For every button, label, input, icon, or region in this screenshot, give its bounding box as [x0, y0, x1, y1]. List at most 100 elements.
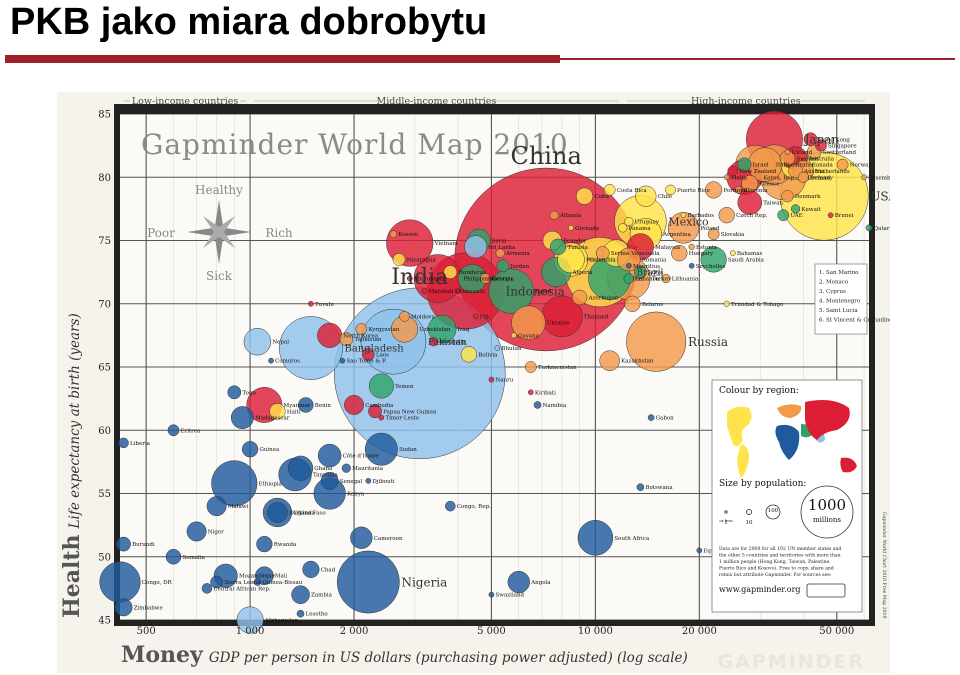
- bubble-label: Lesotho: [306, 612, 329, 618]
- bubble: [118, 437, 129, 449]
- size-legend-value: 100: [768, 508, 779, 514]
- bubble-label: Belarus: [642, 302, 664, 308]
- bubble-label: Kyrgyzstan: [368, 327, 399, 333]
- bubble-label: Venezuela: [630, 251, 660, 257]
- bubble-label: Taiwan: [763, 201, 783, 207]
- poster-title: Gapminder World Map 2010: [141, 128, 569, 161]
- bubble: [634, 265, 647, 279]
- bubble-label: Yemen: [394, 384, 414, 390]
- y-tick-label: 70: [98, 299, 111, 310]
- bubble-label: Turkmenistan: [538, 365, 577, 371]
- income-band-label: Low-income countries: [132, 96, 239, 107]
- frame-right: [869, 104, 875, 626]
- bubble-label: Timor-Leste: [385, 416, 419, 422]
- bubble: [777, 209, 790, 222]
- bubble: [688, 243, 695, 250]
- compass-south-label: Sick: [206, 269, 233, 283]
- bubble-label: Tuvalu: [315, 302, 334, 308]
- bubble-label: Ghana: [314, 466, 333, 472]
- notes-box: [814, 263, 868, 335]
- bubble-label: USA: [870, 189, 890, 203]
- legend-footnote-line: Data are for 2009 for all 192 UN member …: [719, 546, 841, 552]
- bubble-label: Seychelles: [696, 264, 726, 270]
- legend-footnote-line: remix but attribute Gapminder. For sourc…: [719, 572, 832, 578]
- bubble-label: Bangladesh: [345, 344, 405, 355]
- region-map-east_asia: [840, 457, 857, 473]
- y-axis-label-main: Health: [59, 534, 85, 618]
- bubble-label: Ukraine: [547, 321, 569, 327]
- bubble: [836, 158, 849, 171]
- bubble: [803, 132, 818, 147]
- bubble-label: Swaziland: [496, 593, 525, 599]
- bubble-label: Chad: [321, 567, 336, 573]
- bubble: [443, 265, 458, 279]
- bubble: [268, 357, 274, 364]
- bubble-label: Mozambique: [239, 574, 275, 580]
- bubble: [781, 190, 794, 203]
- notes-item: 6. St Vincent & Grenadines: [819, 318, 890, 324]
- frame-bottom: [120, 620, 869, 626]
- bubble-label: Liberia: [130, 441, 151, 447]
- bubble: [317, 443, 342, 468]
- bubble-label: Rwanda: [274, 542, 297, 548]
- bubble: [365, 478, 372, 484]
- x-axis-label: Money GDP per person in US dollars (purch…: [121, 642, 688, 668]
- bubble: [624, 295, 641, 312]
- bubble-label: Bolivia: [478, 352, 498, 358]
- bubble-label: Malaysia: [655, 245, 681, 251]
- bubble: [737, 190, 763, 215]
- bubble-label: New Zealand: [739, 169, 776, 175]
- bubble: [399, 311, 410, 322]
- compass-west-label: Poor: [147, 226, 175, 240]
- bubble: [568, 225, 574, 231]
- bubble: [510, 332, 517, 339]
- size-legend-title: Size by population:: [719, 479, 806, 489]
- bubble-label: Sao Tomé & P.: [346, 358, 386, 365]
- side-credit: Gapminder World Chart 2010 Free Map 2010: [881, 512, 887, 618]
- bubble: [595, 246, 610, 261]
- bubble: [705, 181, 723, 199]
- bubble-label: Angola: [530, 580, 551, 586]
- watermark: GAPMINDER: [718, 651, 865, 673]
- x-axis-label-main: Money: [121, 642, 204, 668]
- bubble: [341, 463, 351, 473]
- bubble-label: Togo: [242, 390, 256, 396]
- bubble: [603, 184, 616, 196]
- bubble-label: Kenya: [347, 492, 365, 498]
- bubble: [488, 591, 495, 598]
- bubble-label: Tanzania: [313, 473, 339, 479]
- bubble: [253, 578, 262, 586]
- bubble-label: Tunisia: [568, 245, 589, 251]
- x-tick-label: 10 000: [578, 626, 613, 637]
- bubble-label: Spain: [784, 163, 800, 169]
- bubble-label: Côte d'Ivoire: [343, 453, 379, 460]
- notes-item: 5. Saint Lucia: [819, 308, 858, 314]
- bubble-label: Serbia: [611, 251, 630, 257]
- bubble: [533, 401, 542, 409]
- bubble: [116, 536, 131, 552]
- x-tick-label: 50 000: [819, 626, 854, 637]
- size-legend-smallest: or less: [719, 518, 732, 523]
- bubble: [784, 149, 791, 155]
- bubble: [680, 212, 687, 219]
- bubble-label: Barbados: [688, 213, 715, 219]
- bubble-label: Panama: [629, 226, 652, 232]
- y-tick-label: 85: [98, 110, 111, 121]
- legend-footnote-line: the other 5 countries and territories wi…: [719, 553, 841, 559]
- bubble-label: Guinea: [259, 447, 279, 453]
- region-map-africa: [775, 424, 800, 460]
- bubble: [186, 521, 207, 542]
- x-tick-label: 500: [137, 626, 156, 637]
- bubble-label: Somalia: [182, 555, 205, 561]
- bubble-label: Kosovo: [398, 232, 419, 238]
- bubble-label: Ecuador: [563, 239, 587, 245]
- bubble-label: Algeria: [571, 270, 593, 276]
- bubble: [455, 288, 461, 294]
- y-axis-label: Health Life expectancy at birth (years): [59, 313, 85, 618]
- bubble: [727, 165, 739, 177]
- y-tick-label: 65: [98, 363, 111, 374]
- bubble-label: Moldova: [411, 314, 436, 320]
- bubble-label: Mauritius: [633, 264, 660, 270]
- y-tick-label: 55: [98, 489, 111, 500]
- bubble-label: Pakistan: [428, 338, 467, 348]
